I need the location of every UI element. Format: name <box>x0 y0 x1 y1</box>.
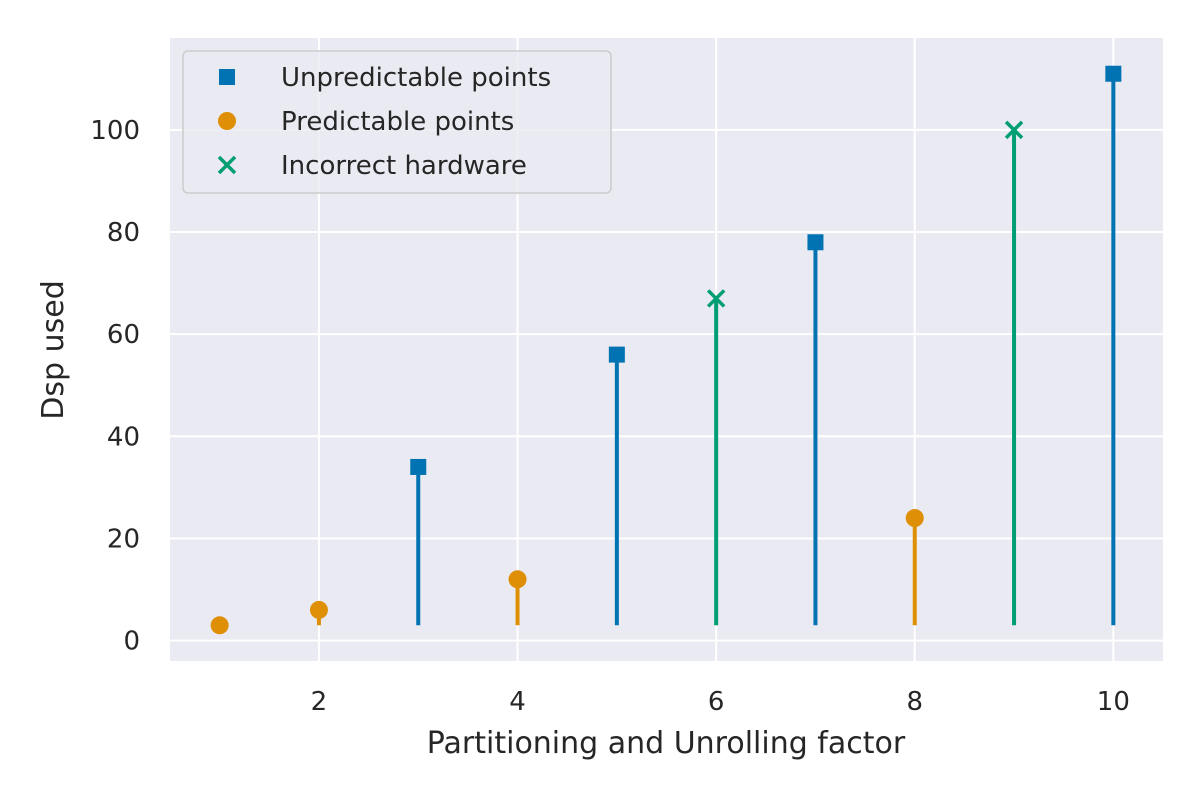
x-tick-label: 2 <box>311 687 328 717</box>
legend-label: Incorrect hardware <box>281 151 527 181</box>
legend-label: Unpredictable points <box>281 63 551 93</box>
data-point <box>608 346 625 363</box>
y-tick-label: 60 <box>107 320 140 350</box>
y-tick-labels: 0 20 40 60 80 100 <box>90 116 140 657</box>
x-tick-labels: 2 4 6 8 10 <box>311 687 1130 717</box>
x-axis-label: Partitioning and Unrolling factor <box>427 726 906 761</box>
legend-box <box>182 50 612 194</box>
data-point <box>1004 120 1024 140</box>
data-point <box>410 458 427 475</box>
data-point <box>210 616 229 635</box>
legend-marker <box>219 69 235 85</box>
stems <box>316 73 1116 626</box>
y-tick-label: 100 <box>90 116 140 146</box>
y-tick-label: 20 <box>107 524 140 554</box>
legend: Unpredictable points Predictable points In… <box>182 50 612 194</box>
legend-marker <box>217 155 237 175</box>
y-tick-label: 0 <box>123 627 140 657</box>
x-tick-label: 10 <box>1097 687 1130 717</box>
markers <box>210 65 1122 635</box>
x-tick-label: 6 <box>708 687 725 717</box>
data-point <box>905 509 924 528</box>
x-tick-label: 4 <box>509 687 526 717</box>
data-point <box>508 570 527 589</box>
data-point <box>309 600 328 619</box>
legend-marker <box>218 112 236 130</box>
y-axis-label: Dsp used <box>36 280 71 419</box>
legend-label: Predictable points <box>281 107 514 137</box>
y-tick-label: 40 <box>107 422 140 452</box>
legend-entries: Unpredictable points Predictable points In… <box>217 63 551 181</box>
y-tick-label: 80 <box>107 218 140 248</box>
data-point <box>706 289 726 308</box>
x-tick-label: 8 <box>906 687 923 717</box>
data-point <box>1105 65 1122 82</box>
data-point <box>807 234 824 251</box>
